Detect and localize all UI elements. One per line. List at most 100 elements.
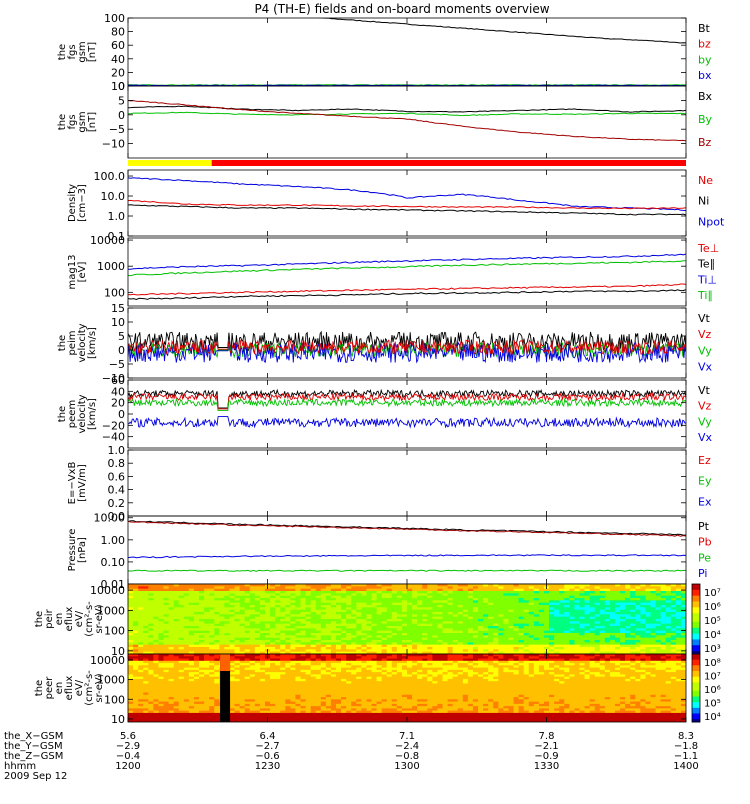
y-tick-label: −10: [102, 138, 125, 151]
y-tick-label: 0.10: [101, 556, 126, 569]
legend-entry: Vt: [698, 384, 711, 397]
panel-content: [128, 584, 687, 655]
series-bz: [128, 101, 686, 141]
legend-entry: Bt: [698, 22, 711, 35]
y-tick-label: 1.0: [108, 210, 126, 223]
y-tick-label: 10.0: [101, 190, 126, 203]
legend-entry: Ey: [698, 475, 712, 488]
y-tick-label: 100: [104, 286, 125, 299]
legend-entry: Vy: [698, 415, 712, 428]
y-axis-label: [mV/m]: [77, 464, 88, 502]
legend-entry: By: [698, 113, 713, 126]
colorbar-cell: [692, 637, 700, 640]
mode-bar-segment: [128, 160, 212, 166]
series-vz: [128, 394, 686, 409]
series-npot: [128, 178, 686, 211]
series-te∥: [128, 290, 686, 300]
colorbar-cell: [692, 610, 700, 613]
legend-entry: Ti∥: [697, 289, 713, 302]
legend-entry: by: [698, 53, 712, 66]
legend-entry: Te∥: [697, 258, 715, 271]
y-tick-label: −40: [102, 431, 125, 444]
colorbar-cell: [692, 602, 700, 605]
y-tick-label: 60: [111, 39, 125, 52]
colorbar-cell: [692, 590, 700, 593]
colorbar-cell: [692, 613, 700, 616]
legend-entry: Pe: [698, 551, 711, 564]
colorbar-cell: [692, 593, 700, 596]
y-tick-label: 10.00: [94, 512, 126, 525]
legend-entry: Bx: [698, 90, 713, 103]
y-tick-label: −5: [109, 358, 125, 371]
colorbar-cell: [692, 625, 700, 628]
series-ti∥: [128, 261, 686, 276]
panel-frame: [128, 516, 686, 584]
colorbar-cell: [692, 639, 700, 642]
panel-frame: [128, 450, 686, 516]
panel-mode-bar: [128, 160, 686, 166]
y-tick-label: 100: [104, 12, 125, 25]
legend-entry: Pb: [698, 536, 712, 549]
colorbar-cell: [692, 584, 700, 587]
legend-entry: Ex: [698, 495, 712, 508]
series-pe: [128, 570, 686, 571]
y-tick-label: 40: [111, 53, 125, 66]
colorbar-tick-label: 10³: [704, 644, 721, 655]
legend-entry: Vx: [698, 431, 713, 444]
legend-entry: Ti⊥: [697, 273, 717, 286]
y-tick-label: 100: [104, 625, 125, 638]
panel-content: [128, 521, 686, 572]
colorbar-cell: [692, 607, 700, 610]
legend-entry: Ez: [698, 454, 711, 467]
panel-content: [128, 101, 686, 141]
legend-entry: Ne: [698, 174, 713, 187]
y-tick-label: 80: [111, 26, 125, 39]
panel-content: [128, 178, 686, 215]
legend-entry: Vz: [698, 328, 712, 341]
y-tick-label: 5: [118, 94, 125, 107]
series-pi: [128, 555, 686, 558]
y-tick-label: 1000: [97, 260, 125, 273]
y-axis-label: sr-eV): [94, 604, 105, 633]
legend-entry: Vz: [698, 400, 712, 413]
colorbar-cell: [692, 616, 700, 619]
legend-entry: Vy: [698, 344, 712, 357]
y-tick-label: 0.2: [108, 497, 126, 510]
mode-bar-segment: [212, 160, 686, 166]
y-axis-label: [nPa]: [77, 537, 88, 563]
colorbar-tick-label: 10⁷: [704, 588, 721, 599]
y-tick-label: 10: [111, 316, 125, 329]
legend-entry: Vt: [698, 312, 711, 325]
y-tick-label: 0.6: [108, 470, 126, 483]
panel-content: [128, 654, 687, 723]
legend-entry: bx: [698, 69, 712, 82]
panel-frame: [128, 86, 686, 158]
series-by: [128, 112, 686, 115]
y-tick-label: 15: [111, 302, 125, 315]
colorbar-cell: [692, 596, 700, 599]
legend-entry: Pi: [698, 567, 707, 580]
colorbar-cell: [692, 622, 700, 625]
legend-entry: Vx: [698, 361, 713, 374]
y-tick-label: 0.8: [108, 457, 126, 470]
colorbar-cell: [692, 619, 700, 622]
colorbar-cell: [692, 631, 700, 634]
y-tick-label: 10000: [90, 584, 125, 597]
y-tick-label: 0: [118, 344, 125, 357]
legend-entry: Te⊥: [697, 242, 719, 255]
y-axis-label: [nT]: [87, 42, 98, 62]
colorbar-cell: [692, 642, 700, 645]
legend-entry: Npot: [698, 215, 725, 228]
colorbar-tick-label: 10⁴: [704, 630, 721, 641]
y-tick-label: 1.0: [108, 444, 126, 457]
colorbar-cell: [692, 604, 700, 607]
